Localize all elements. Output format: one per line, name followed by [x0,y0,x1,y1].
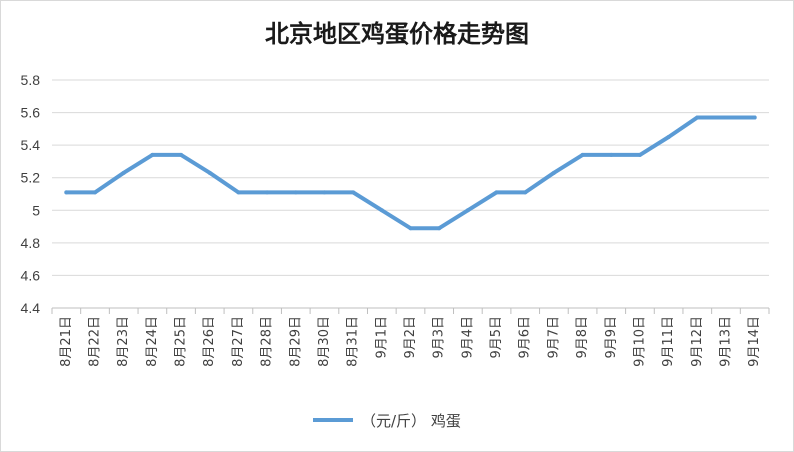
y-tick-label: 4.8 [21,235,41,251]
data-point [121,170,126,175]
x-tick-label: 8月26日 [202,316,217,367]
legend: （元/斤） 鸡蛋 [313,412,461,430]
x-tick-label: 9月4日 [460,316,475,359]
y-axis-ticks: 4.4 4.6 4.8 5 5.2 5.4 5.6 5.8 [21,72,41,316]
data-point [236,190,241,195]
data-point [207,170,212,175]
x-tick-label: 8月25日 [174,316,189,367]
x-tick-label: 9月8日 [575,316,590,359]
y-tick-label: 5.6 [21,105,41,121]
x-tick-label: 8月29日 [288,316,303,367]
chart-title: 北京地区鸡蛋价格走势图 [265,19,529,48]
x-tick-label: 9月12日 [690,316,705,367]
data-point [293,190,298,195]
data-point [265,190,270,195]
y-tick-label: 5.4 [21,137,41,153]
legend-label: （元/斤） 鸡蛋 [361,412,461,430]
data-point [494,190,499,195]
grid-lines [52,79,769,276]
data-point [723,115,728,120]
data-point [695,115,700,120]
data-point [437,226,442,231]
data-point [64,190,69,195]
x-tick-label: 9月7日 [546,316,561,359]
x-tick-label: 8月30日 [317,316,332,367]
x-tick-label: 8月27日 [231,316,246,367]
y-tick-label: 4.6 [21,267,41,283]
data-point [150,152,155,157]
x-tick-label: 9月11日 [661,316,676,367]
data-point [351,190,356,195]
x-axis-ticks: 8月21日 8月22日 8月23日 8月24日 8月25日 8月26日 8月27日 8月28日… [59,316,762,367]
x-tick-label: 8月31日 [346,316,361,367]
x-tick-label: 8月23日 [116,316,131,367]
x-tick-label: 9月5日 [489,316,504,359]
x-tick-label: 9月1日 [374,316,389,359]
data-point [379,208,384,213]
data-point [666,135,671,139]
data-point [93,190,98,195]
x-tick-label: 9月6日 [518,316,533,359]
x-tick-label: 9月3日 [432,316,447,359]
data-point [752,115,757,120]
x-tick-label: 9月14日 [747,316,762,367]
data-point [551,170,556,175]
y-tick-label: 4.4 [21,300,41,316]
data-point [322,190,327,195]
data-point [580,152,585,157]
series-line [64,115,757,231]
y-tick-label: 5.8 [21,72,41,88]
x-tick-label: 9月10日 [632,316,647,367]
data-point [408,226,413,231]
data-point [465,208,470,213]
x-axis [51,307,770,314]
data-point [523,190,528,195]
x-tick-label: 8月21日 [59,316,74,367]
x-tick-label: 9月2日 [403,316,418,359]
data-point [609,152,614,157]
y-tick-label: 5 [32,202,40,218]
series-layer [64,115,757,231]
x-tick-label: 8月22日 [88,316,103,367]
x-tick-label: 9月9日 [604,316,619,359]
data-point [179,152,184,157]
x-tick-label: 9月13日 [718,316,733,367]
x-tick-label: 8月28日 [260,316,275,367]
y-tick-label: 5.2 [21,170,41,186]
x-tick-label: 8月24日 [145,316,160,367]
data-point [637,152,642,157]
